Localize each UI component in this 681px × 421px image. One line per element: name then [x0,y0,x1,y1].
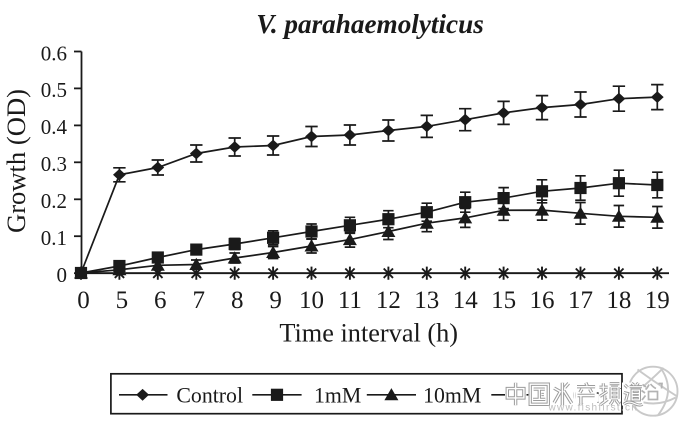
svg-text:12: 12 [376,287,401,314]
svg-text:5: 5 [116,287,129,314]
svg-text:0: 0 [77,287,90,314]
svg-text:13: 13 [414,287,439,314]
svg-text:7: 7 [193,287,206,314]
svg-text:www.fishfirst.cn: www.fishfirst.cn [548,403,639,414]
svg-text:0.2: 0.2 [41,189,67,213]
svg-text:19: 19 [645,287,670,314]
svg-text:0.6: 0.6 [41,41,67,65]
svg-text:16: 16 [530,287,555,314]
svg-text:9: 9 [269,287,282,314]
svg-text:V. parahaemolyticus: V. parahaemolyticus [256,9,484,39]
svg-text:1mM: 1mM [314,384,361,408]
svg-text:Time interval (h): Time interval (h) [279,318,458,347]
svg-text:10mM: 10mM [423,384,481,408]
svg-text:11: 11 [338,287,362,314]
svg-text:0: 0 [57,263,68,287]
svg-text:0.5: 0.5 [41,78,67,102]
svg-text:0.4: 0.4 [41,115,68,139]
svg-text:10: 10 [299,287,324,314]
svg-text:17: 17 [568,287,593,314]
svg-text:18: 18 [606,287,631,314]
svg-text:0.3: 0.3 [41,152,67,176]
svg-text:15: 15 [491,287,516,314]
svg-text:0.1: 0.1 [41,226,67,250]
svg-text:6: 6 [154,287,167,314]
svg-text:Growth (OD): Growth (OD) [1,89,31,233]
svg-text:14: 14 [453,287,479,314]
svg-text:8: 8 [231,287,244,314]
svg-text:Control: Control [176,384,243,408]
